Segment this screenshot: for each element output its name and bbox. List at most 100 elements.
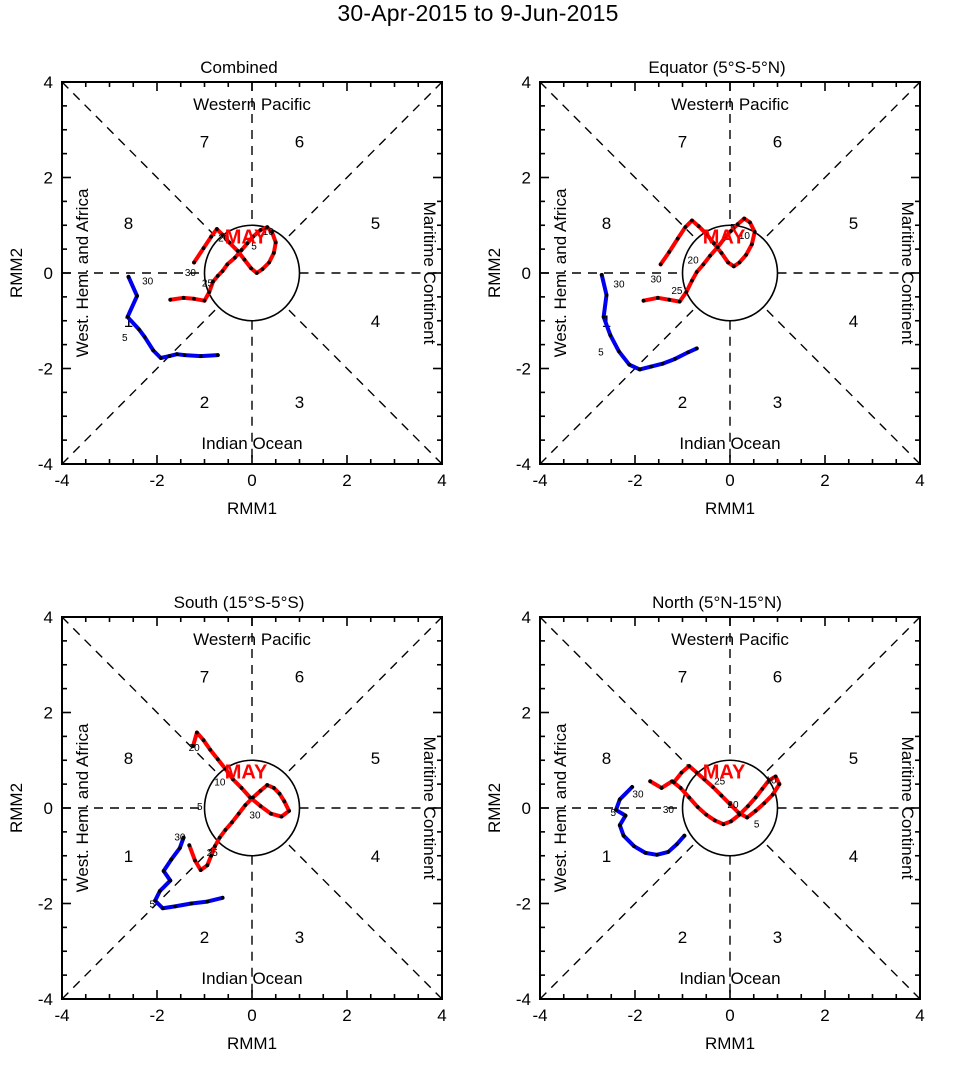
day-label-30: 30 (632, 790, 644, 801)
unit-circle (203, 224, 301, 322)
trajectory-point (711, 241, 716, 246)
phase-number-4: 4 (371, 847, 380, 866)
trajectory-point (287, 808, 291, 813)
trajectory-point (679, 770, 684, 775)
x-tick-label: 2 (342, 471, 351, 490)
trajectory-point (192, 296, 196, 301)
phase-number-7: 7 (678, 668, 687, 687)
x-tick-label: -4 (532, 471, 547, 490)
trajectory-point (726, 260, 730, 265)
day-label-5: 5 (598, 347, 604, 358)
trajectory-point (270, 230, 274, 234)
trajectory-point (267, 260, 271, 265)
trajectory-point (630, 785, 635, 789)
region-label-right: Maritime Continent (420, 202, 439, 345)
phase-number-3: 3 (773, 928, 782, 947)
trajectory-point (249, 266, 253, 271)
trajectory-point (157, 889, 162, 893)
page-title: 30-Apr-2015 to 9-Jun-2015 (337, 0, 619, 26)
trajectory-point (209, 853, 214, 858)
trajectory-point (215, 757, 220, 762)
trajectory-point (271, 251, 276, 255)
trajectory-point (181, 835, 186, 840)
trajectory-point (265, 225, 270, 230)
day-label-10: 10 (214, 777, 226, 788)
trajectory-point (641, 298, 646, 303)
panel-equator: Equator (5°S-5°N) Western Pacific Indian … (478, 20, 956, 550)
trajectory-point (161, 869, 166, 873)
x-tick-label: 2 (342, 1006, 351, 1025)
trajectory-point (177, 846, 182, 851)
region-label-bottom: Indian Ocean (679, 969, 780, 988)
x-tick-label: 0 (725, 1006, 734, 1025)
x-axis-label: RMM1 (227, 499, 277, 518)
trajectory-point (215, 273, 220, 278)
trajectory-point (213, 844, 217, 849)
trajectory-point (649, 364, 654, 369)
trajectory-point (617, 823, 622, 828)
month-label-may: MAY (703, 226, 746, 248)
x-axis-label: RMM1 (705, 1034, 755, 1053)
tick-labels: -4 -2 0 2 4 -4 -2 0 2 4 (516, 608, 925, 1025)
tick-labels: -4 -2 0 2 4 -4 -2 0 2 4 (38, 608, 447, 1025)
x-tick-label: -4 (54, 471, 69, 490)
trajectory-point (243, 803, 248, 808)
phase-number-2: 2 (200, 928, 209, 947)
trajectory-point (637, 367, 642, 372)
day-label-5: 5 (150, 900, 156, 911)
trajectory-point (279, 814, 284, 819)
panel-title: South (15°S-5°S) (173, 593, 305, 612)
trajectory-point (214, 227, 219, 231)
trajectory-point (182, 353, 187, 358)
trajectory-point (189, 901, 194, 906)
trajectory-april (614, 784, 687, 857)
trajectory-point (153, 898, 158, 903)
trajectory-point (211, 279, 215, 284)
trajectory-point (658, 262, 663, 267)
trajectory-point (643, 850, 648, 855)
mjo-phase-diagram: Western Pacific Indian Ocean West. Hem. an… (485, 608, 925, 1053)
trajectory-point (225, 262, 230, 267)
trajectory-point (191, 744, 196, 748)
panel-north: North (5°N-15°N) Western Pacific Indian O… (478, 555, 956, 1085)
panel-title: North (5°N-15°N) (652, 593, 782, 612)
trajectory-point (239, 786, 244, 790)
trajectory-point (198, 354, 203, 358)
trajectory-point (742, 216, 747, 221)
x-tick-label: -2 (149, 1006, 164, 1025)
trajectory-point (258, 228, 263, 232)
phase-number-1: 1 (124, 312, 133, 331)
trajectory-point (282, 799, 287, 804)
region-labels: Western Pacific Indian Ocean West. Hem. an… (73, 630, 439, 988)
trajectory-point (677, 299, 682, 304)
trajectory-point (719, 793, 724, 798)
trajectory-point (168, 297, 173, 302)
panel-south: South (15°S-5°S) Western Pacific Indian O… (0, 555, 478, 1085)
trajectory-point (260, 267, 265, 272)
trajectory-point (762, 801, 767, 806)
y-tick-label: -2 (516, 895, 531, 914)
region-label-top: Western Pacific (193, 95, 311, 114)
day-label-20: 20 (189, 743, 201, 754)
trajectory-point (251, 795, 255, 800)
trajectory-april (153, 835, 225, 911)
trajectory-point (682, 833, 687, 838)
trajectory-point (125, 315, 130, 319)
unit-circle (681, 759, 779, 857)
trajectory-point (655, 295, 660, 300)
trajectory-point (737, 260, 742, 265)
axis-ticks (61, 616, 443, 1000)
trajectory-point (702, 777, 707, 782)
y-tick-label: 4 (522, 73, 531, 92)
trajectory-point (678, 786, 683, 790)
region-label-left: West. Hem. and Africa (551, 188, 570, 357)
phase-number-7: 7 (678, 133, 687, 152)
y-tick-label: 0 (522, 264, 531, 283)
phase-divider-lines (539, 81, 921, 465)
phase-number-5: 5 (849, 749, 858, 768)
trajectory-point (674, 842, 679, 847)
trajectory-point (659, 786, 664, 790)
y-tick-label: -2 (516, 360, 531, 379)
trajectory-point (721, 822, 726, 827)
x-axis-label: RMM1 (227, 1034, 277, 1053)
